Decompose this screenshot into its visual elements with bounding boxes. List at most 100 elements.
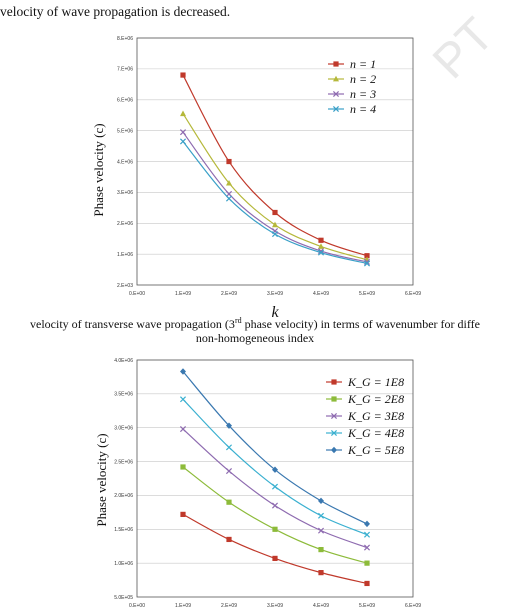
c1-y-tick-label: 2.E+03	[117, 283, 133, 289]
c1-legend-marker	[333, 61, 339, 67]
chart-phase-velocity-vs-kg: 5.0E+05 1.0E+06 1.5E+06 2.0E+06 2.5E+06 3.0E+…	[94, 358, 421, 609]
c2-data-point	[364, 520, 370, 528]
c2-data-point	[318, 570, 324, 576]
chart1-y-axis-label: Phase velocity (c)	[91, 123, 106, 216]
c2-data-point	[226, 499, 232, 505]
intro-text: velocity of wave propagation is decrease…	[0, 4, 231, 19]
c2-data-point	[179, 396, 187, 403]
c2-x-tick-label: 2.E+09	[221, 603, 237, 609]
c1-data-point	[226, 179, 232, 186]
c2-legend-marker	[330, 429, 338, 437]
c1-data-point	[225, 195, 233, 202]
c2-legend-label: K_G = 4E8	[347, 426, 404, 440]
c1-data-point	[271, 231, 279, 238]
c2-data-point	[180, 464, 186, 470]
chart2-plot-area	[136, 359, 414, 598]
c1-data-point	[225, 190, 233, 197]
c1-y-tick-label: 7.E+06	[117, 67, 133, 73]
chart2-y-axis-label: Phase velocity (c)	[94, 433, 109, 526]
c2-data-point	[271, 483, 279, 490]
chart1-x-axis-label: k	[271, 304, 279, 320]
c2-data-point	[318, 547, 324, 553]
c2-y-tick-label: 1.5E+06	[114, 527, 133, 533]
c2-y-tick-label: 3.5E+06	[114, 392, 133, 398]
c2-y-tick-label: 2.0E+06	[114, 493, 133, 499]
c1-y-tick-label: 3.E+06	[117, 190, 133, 196]
c2-x-tick-label: 3.E+09	[267, 603, 283, 609]
c1-data-point	[272, 221, 278, 228]
c1-x-tick-label: 6.E+09	[405, 291, 421, 297]
c2-legend-label: K_G = 3E8	[347, 409, 404, 423]
figure-caption-line-1: velocity of transverse wave propagation …	[30, 316, 480, 331]
c2-data-point	[180, 511, 186, 517]
c1-x-tick-label: 0.E+00	[129, 291, 145, 297]
c2-data-point	[179, 426, 187, 433]
c1-y-tick-label: 5.E+06	[117, 128, 133, 134]
c1-x-tick-label: 4.E+09	[313, 291, 329, 297]
c1-legend-marker	[333, 75, 339, 82]
figure-caption-line-2: non-homogeneous index	[195, 331, 315, 345]
c2-x-tick-label: 5.E+09	[359, 603, 375, 609]
c2-data-point	[317, 512, 325, 519]
c1-data-point	[179, 138, 187, 145]
c2-data-point	[271, 502, 279, 509]
c2-data-point	[226, 422, 232, 429]
c2-y-tick-label: 3.0E+06	[114, 426, 133, 432]
c1-legend-marker	[332, 105, 340, 113]
c2-y-tick-label: 4.0E+06	[114, 358, 133, 364]
c2-data-point	[317, 527, 325, 534]
c2-legend-label: K_G = 1E8	[347, 375, 404, 389]
c1-data-point	[272, 209, 278, 216]
c2-x-tick-label: 6.E+09	[405, 603, 421, 609]
c2-x-tick-label: 0.E+00	[129, 603, 145, 609]
c2-data-point	[225, 468, 233, 475]
c1-x-tick-label: 2.E+09	[221, 291, 237, 297]
c1-data-point	[318, 243, 324, 249]
c1-data-point	[179, 129, 187, 136]
c2-y-tick-label: 5.0E+05	[114, 595, 133, 601]
c2-legend-label: K_G = 2E8	[347, 392, 404, 406]
c1-x-tick-label: 5.E+09	[359, 291, 375, 297]
c2-data-point	[180, 368, 186, 375]
chart-phase-velocity-vs-wavenumber: 2.E+03 1.E+06 2.E+06 3.E+06 4.E+06 5.E+06 6.E+…	[91, 36, 421, 320]
c2-legend-label: K_G = 5E8	[347, 443, 404, 457]
watermark: PT	[423, 8, 504, 89]
c2-legend-marker	[331, 446, 337, 454]
c1-y-tick-label: 2.E+06	[117, 221, 133, 227]
c2-series-line-2	[182, 466, 368, 564]
c1-legend-marker	[332, 90, 340, 98]
c2-series-line-1	[182, 513, 368, 585]
c1-legend-label: n = 4	[350, 102, 376, 116]
c2-data-point	[318, 497, 324, 505]
c1-x-tick-label: 3.E+09	[267, 291, 283, 297]
c1-series-line-1	[182, 74, 368, 257]
c1-series-line-2	[182, 113, 368, 261]
c2-data-point	[272, 526, 278, 532]
c2-data-point	[363, 544, 371, 551]
c2-y-tick-label: 2.5E+06	[114, 459, 133, 465]
c1-y-tick-label: 1.E+06	[117, 252, 133, 258]
c2-data-point	[363, 531, 371, 538]
c2-data-point	[364, 580, 370, 587]
c2-data-point	[272, 555, 278, 562]
c2-data-point	[364, 560, 370, 566]
c1-data-point	[318, 237, 324, 243]
c1-series-line-4	[182, 141, 368, 265]
c1-data-point	[363, 260, 371, 267]
c2-series-line-5	[182, 371, 368, 525]
c2-y-tick-label: 1.0E+06	[114, 561, 133, 567]
c1-legend-label: n = 2	[350, 72, 376, 86]
c2-x-tick-label: 4.E+09	[313, 603, 329, 609]
c1-series-line-3	[182, 131, 368, 263]
c1-y-tick-label: 6.E+06	[117, 98, 133, 104]
c2-data-point	[272, 466, 278, 473]
c1-data-point	[180, 72, 186, 78]
c1-legend-label: n = 3	[350, 87, 376, 101]
c2-data-point	[226, 536, 232, 543]
c1-y-tick-label: 8.E+06	[117, 36, 133, 42]
c2-x-tick-label: 1.E+09	[175, 603, 191, 609]
c1-x-tick-label: 1.E+09	[175, 291, 191, 297]
c1-data-point	[180, 110, 186, 117]
c2-legend-marker	[330, 412, 338, 420]
c1-legend-label: n = 1	[350, 57, 376, 71]
